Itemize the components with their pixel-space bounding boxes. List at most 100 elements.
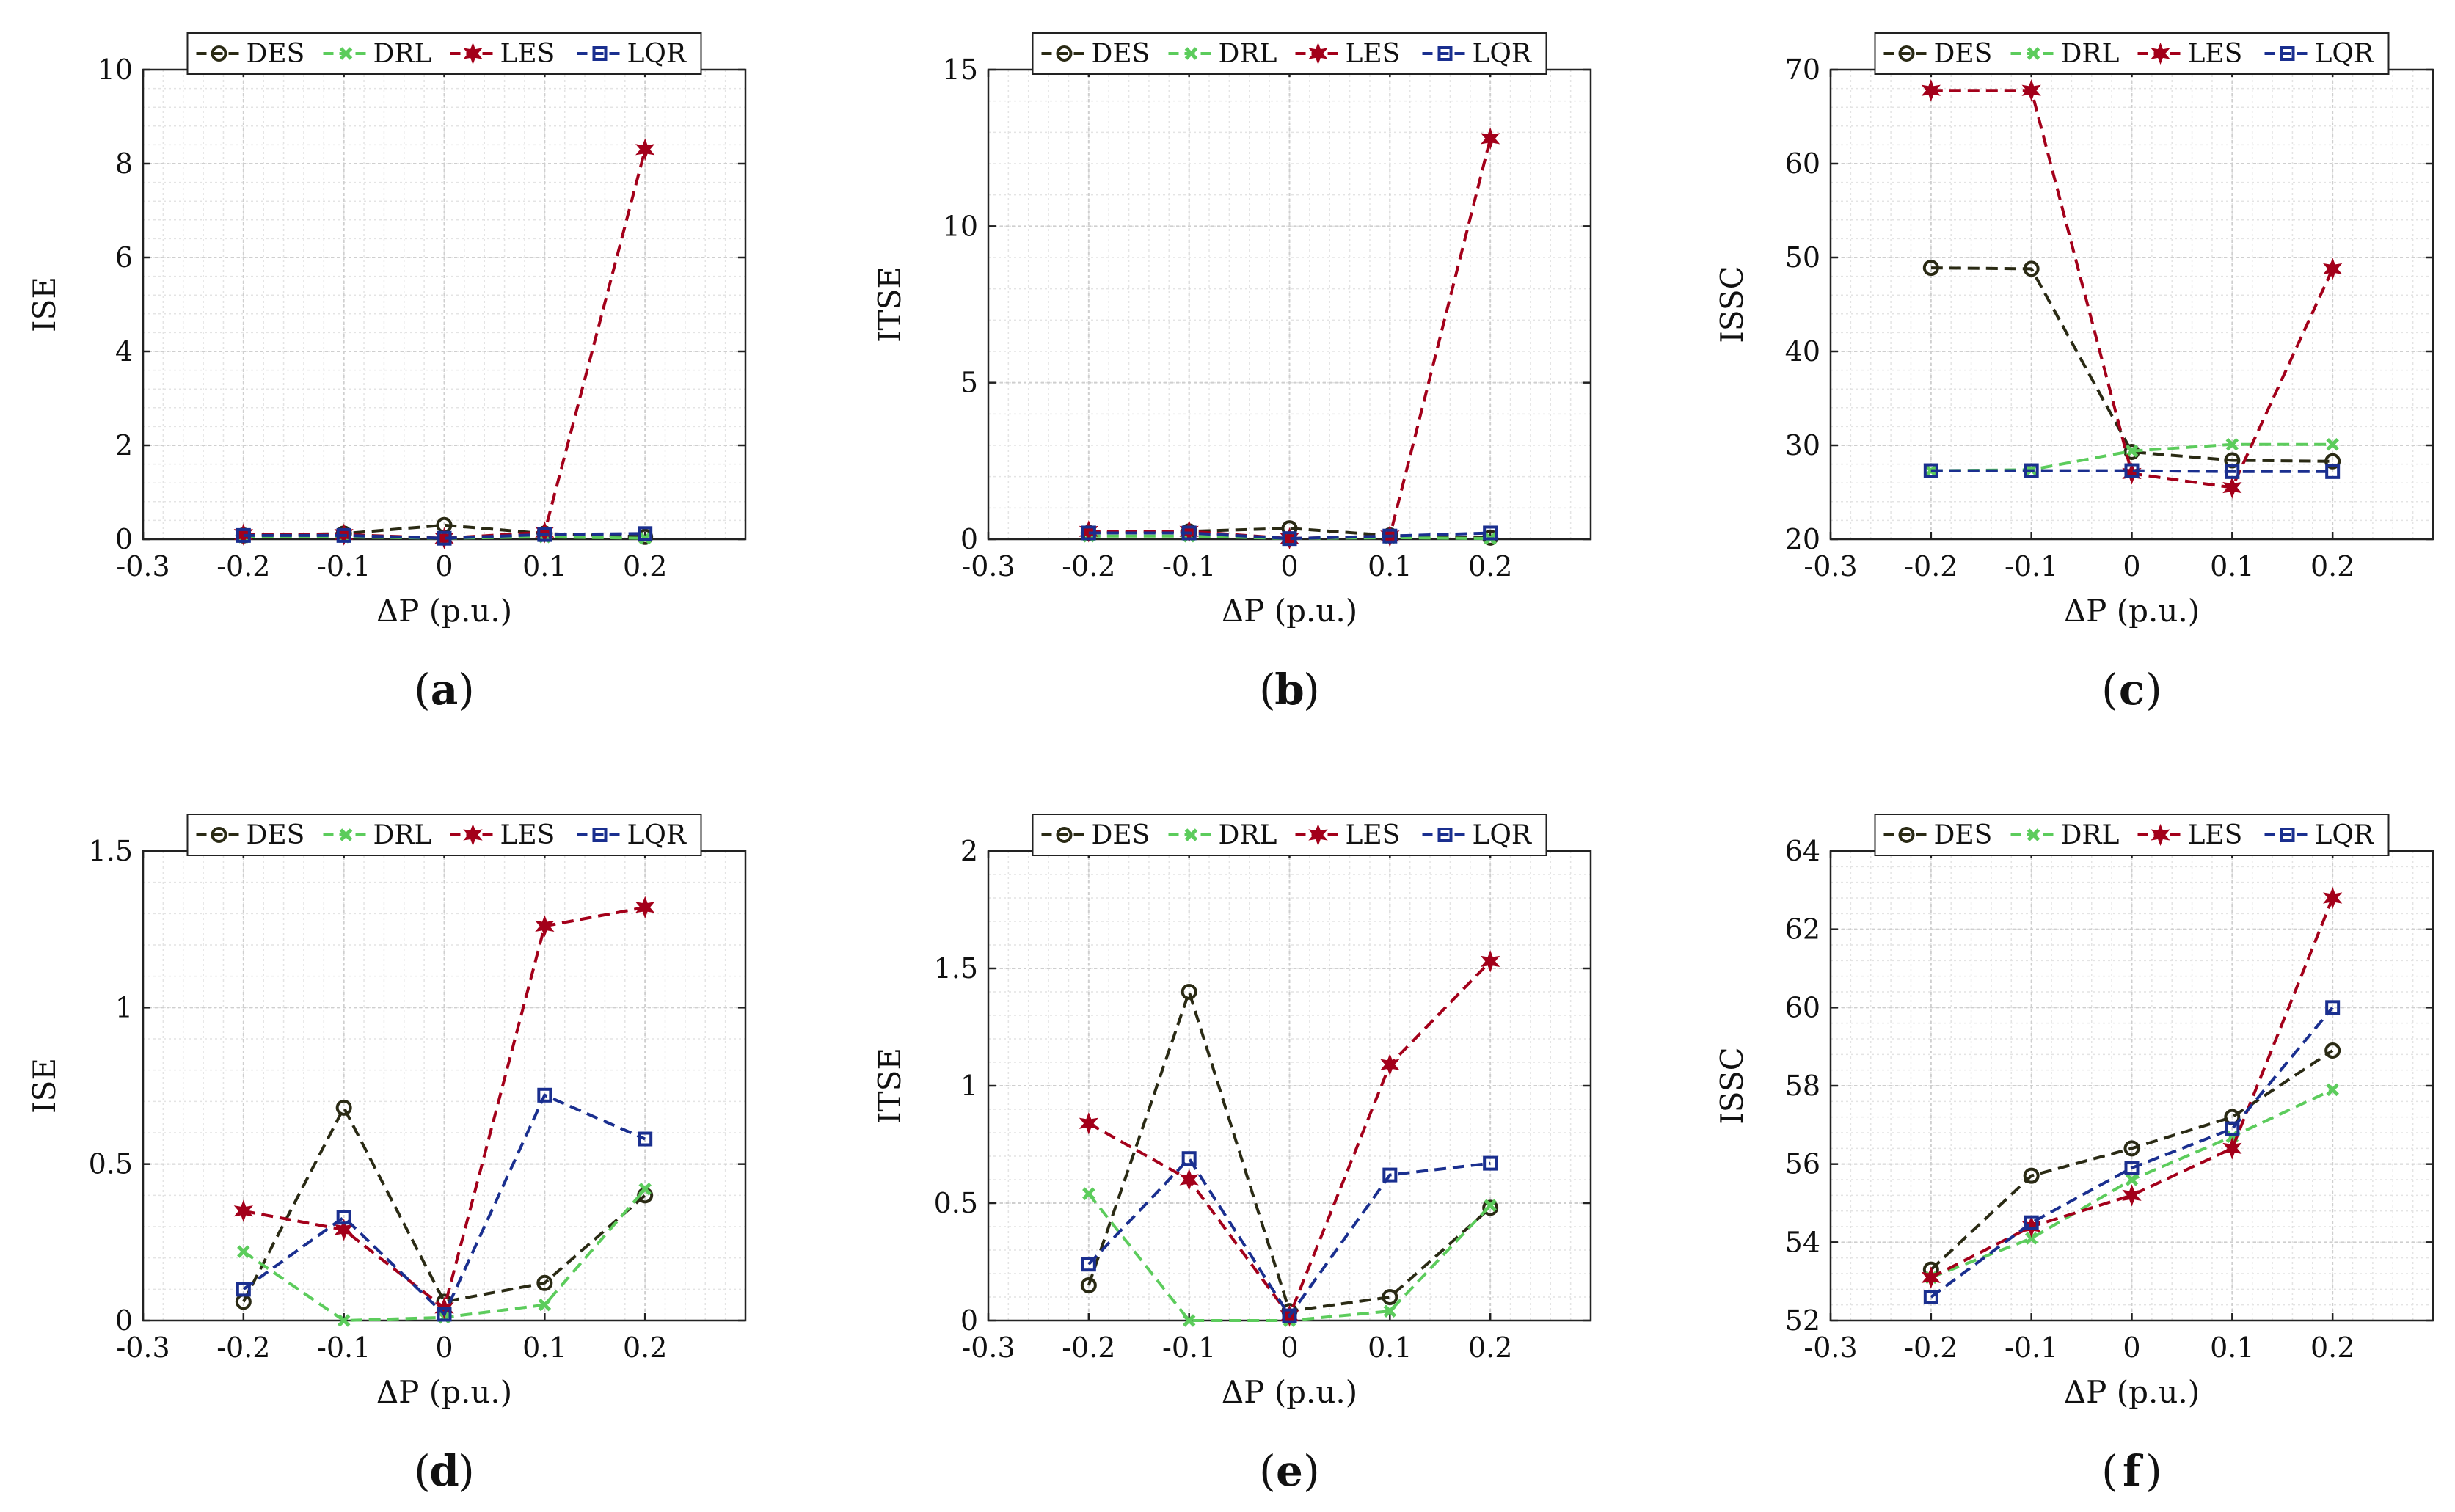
y-tick-label: 10 xyxy=(98,54,133,86)
y-tick-label: 2 xyxy=(960,835,978,867)
data-point xyxy=(336,1210,351,1225)
x-tick-label: 0.2 xyxy=(623,550,667,582)
legend-marker xyxy=(2151,823,2170,847)
legend-marker xyxy=(1184,828,1198,841)
y-tick-label: 15 xyxy=(943,54,978,86)
y-tick-label: 50 xyxy=(1785,241,1820,274)
y-tick-label: 0 xyxy=(115,523,133,555)
caption-close-paren: ) xyxy=(1303,1446,1320,1496)
data-point xyxy=(537,527,552,542)
y-tick-label: 5 xyxy=(960,367,978,399)
x-axis-label: ΔP (p.u.) xyxy=(1222,593,1357,629)
caption-letter: c xyxy=(2119,665,2145,715)
legend-label: LQR xyxy=(627,39,687,69)
legend-marker xyxy=(1437,46,1453,61)
data-point xyxy=(1383,1304,1397,1318)
series-line xyxy=(1088,534,1491,541)
series-line xyxy=(1087,1155,1491,1319)
caption-letter: d xyxy=(429,1446,459,1496)
legend-marker xyxy=(1898,827,1915,843)
x-tick-label: -0.1 xyxy=(317,1332,371,1364)
legend-marker xyxy=(2027,47,2040,60)
y-tick-label: 10 xyxy=(943,210,978,242)
data-point xyxy=(2324,1042,2341,1059)
series-line xyxy=(1930,1007,2334,1299)
data-point xyxy=(2225,464,2240,479)
legend: DES DRL LES LQR xyxy=(1874,32,2390,75)
x-axis-label: ΔP (p.u.) xyxy=(2064,1374,2200,1410)
y-axis-label: ITSE xyxy=(872,266,908,343)
x-tick-label: 0.1 xyxy=(522,550,566,582)
data-point xyxy=(1921,79,1941,102)
legend: DES DRL LES LQR xyxy=(1032,32,1547,75)
legend-marker xyxy=(592,46,608,61)
y-tick-label: 60 xyxy=(1785,991,1820,1023)
legend-label: DRL xyxy=(1219,820,1277,850)
legend: DES DRL LES LQR xyxy=(186,814,702,856)
series-lqr xyxy=(236,526,653,546)
y-tick-label: 2 xyxy=(115,429,133,461)
y-axis-label: ISE xyxy=(26,277,62,332)
data-point xyxy=(536,1274,553,1291)
caption-letter: b xyxy=(1274,665,1305,715)
series-lqr xyxy=(236,1087,653,1322)
data-point xyxy=(535,915,555,938)
x-tick-label: -0.1 xyxy=(317,550,371,582)
series-line xyxy=(1930,469,2333,473)
x-tick-label: -0.1 xyxy=(2005,1332,2058,1364)
y-tick-label: 1.5 xyxy=(934,952,978,985)
x-tick-label: 0.2 xyxy=(1468,1332,1512,1364)
y-tick-label: 0.5 xyxy=(89,1148,133,1180)
y-tick-label: 62 xyxy=(1785,913,1820,946)
data-point xyxy=(2323,258,2343,280)
caption-close-paren: ) xyxy=(1303,665,1320,715)
legend: DES DRL LES LQR xyxy=(1874,814,2390,856)
panel-caption: (f) xyxy=(2101,1446,2162,1496)
data-point xyxy=(2123,1140,2140,1157)
y-tick-label: 1 xyxy=(960,1070,978,1102)
legend-label: DRL xyxy=(373,39,432,69)
panel-e: -0.3 -0.2 -0.1 0 0.1 0.2 0 0.5 1 1.5 2 ΔP (p.u.) ITS… xyxy=(872,814,1592,1496)
data-point xyxy=(2222,1137,2242,1160)
y-tick-label: 4 xyxy=(115,335,133,368)
y-tick-label: 64 xyxy=(1785,835,1820,867)
data-point xyxy=(2225,437,2239,451)
legend-marker xyxy=(2151,42,2170,65)
x-tick-label: -0.1 xyxy=(1162,1332,1216,1364)
legend-label: LQR xyxy=(627,820,687,850)
minor-grid xyxy=(988,850,1591,1321)
legend-label: LQR xyxy=(1473,39,1532,69)
legend-label: DES xyxy=(247,39,305,69)
legend-label: DES xyxy=(1092,39,1150,69)
data-point xyxy=(1922,260,1939,277)
panel-c: -0.3 -0.2 -0.1 0 0.1 0.2 20 30 40 50 60 70 ΔP (p.u.)… xyxy=(1714,32,2434,715)
caption-open-paren: ( xyxy=(2101,665,2118,715)
data-point xyxy=(638,1131,653,1147)
y-tick-label: 0.5 xyxy=(934,1187,978,1219)
data-point xyxy=(2122,462,2142,485)
data-point xyxy=(233,1199,253,1222)
data-point xyxy=(1181,984,1197,1000)
series-line xyxy=(1930,1049,2334,1271)
legend-marker xyxy=(1437,828,1453,842)
data-point xyxy=(2021,79,2041,102)
legend-label: DES xyxy=(1934,39,1993,69)
legend-label: DRL xyxy=(1219,39,1277,69)
y-tick-label: 20 xyxy=(1785,523,1820,555)
data-point xyxy=(2024,1215,2039,1230)
legend-label: LES xyxy=(2188,820,2243,850)
legend-label: LES xyxy=(500,820,555,850)
panel-caption: (c) xyxy=(2101,665,2162,715)
legend-marker xyxy=(339,828,353,841)
data-point xyxy=(1080,1277,1097,1293)
series-line xyxy=(242,1093,646,1317)
y-tick-label: 70 xyxy=(1785,54,1820,86)
x-tick-label: 0 xyxy=(435,550,453,582)
data-point xyxy=(1923,463,1938,478)
data-point xyxy=(1382,528,1398,544)
data-point xyxy=(2124,1161,2140,1175)
legend-marker xyxy=(1898,45,1915,62)
y-tick-label: 60 xyxy=(1785,147,1820,180)
caption-letter: f xyxy=(2123,1446,2144,1496)
